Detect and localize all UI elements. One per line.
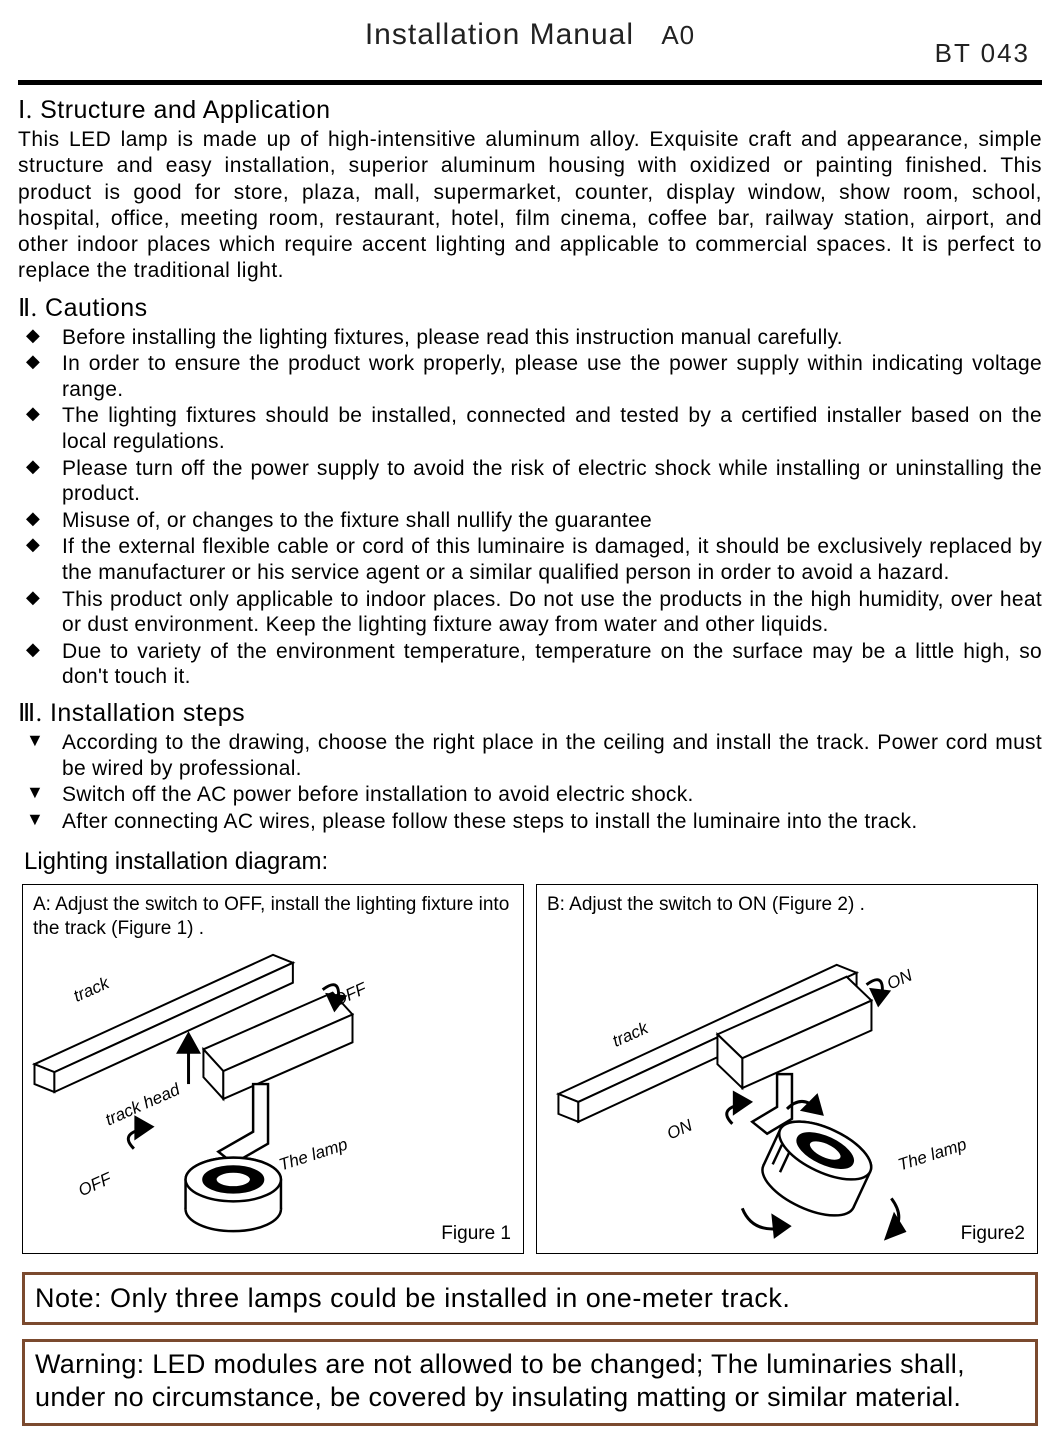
diagram-title: Lighting installation diagram: xyxy=(24,848,1042,876)
model-number: BT 043 xyxy=(935,38,1030,69)
caution-item: Misuse of, or changes to the fixture sha… xyxy=(18,508,1042,534)
caution-item: Before installing the lighting fixtures,… xyxy=(18,325,1042,351)
step-item: According to the drawing, choose the rig… xyxy=(18,730,1042,781)
section2-heading: Ⅱ. Cautions xyxy=(18,293,1042,323)
step-item: After connecting AC wires, please follow… xyxy=(18,809,1042,835)
caution-item: The lighting fixtures should be installe… xyxy=(18,403,1042,454)
section3-roman: Ⅲ. xyxy=(18,700,43,727)
caution-item: In order to ensure the product work prop… xyxy=(18,351,1042,402)
title-text: Installation Manual xyxy=(365,18,634,51)
section3-heading: Ⅲ. Installation steps xyxy=(18,698,1042,728)
section2-roman: Ⅱ. xyxy=(18,295,38,322)
diagram-panel-b: B: Adjust the switch to ON (Figure 2) . xyxy=(536,884,1038,1254)
note-box: Note: Only three lamps could be installe… xyxy=(22,1272,1038,1325)
figure-1-label: Figure 1 xyxy=(441,1223,511,1245)
page-title: Installation Manual A0 xyxy=(365,18,695,52)
warning-box: Warning: LED modules are not allowed to … xyxy=(22,1339,1038,1426)
caution-item: Due to variety of the environment temper… xyxy=(18,639,1042,690)
steps-list: According to the drawing, choose the rig… xyxy=(18,730,1042,834)
header: Installation Manual A0 BT 043 xyxy=(18,18,1042,58)
section1-body: This LED lamp is made up of high-intensi… xyxy=(18,127,1042,285)
figure-2-label: Figure2 xyxy=(961,1223,1025,1245)
diagram-row: A: Adjust the switch to OFF, install the… xyxy=(22,884,1038,1254)
panel-b-caption: B: Adjust the switch to ON (Figure 2) . xyxy=(547,893,1027,917)
step-item: Switch off the AC power before installat… xyxy=(18,782,1042,808)
section1-roman: Ⅰ. xyxy=(18,97,33,124)
header-rule xyxy=(18,80,1042,85)
revision-code: A0 xyxy=(661,20,695,50)
caution-item: This product only applicable to indoor p… xyxy=(18,587,1042,638)
section1-heading: Ⅰ. Structure and Application xyxy=(18,95,1042,125)
section1-title: Structure and Application xyxy=(40,96,330,124)
caution-item: Please turn off the power supply to avoi… xyxy=(18,456,1042,507)
cautions-list: Before installing the lighting fixtures,… xyxy=(18,325,1042,691)
caution-item: If the external flexible cable or cord o… xyxy=(18,534,1042,585)
diagram-panel-a: A: Adjust the switch to OFF, install the… xyxy=(22,884,524,1254)
section3-title: Installation steps xyxy=(50,699,245,727)
section2-title: Cautions xyxy=(45,294,148,322)
panel-b-drawing xyxy=(537,935,1037,1253)
panel-a-caption: A: Adjust the switch to OFF, install the… xyxy=(33,893,513,941)
